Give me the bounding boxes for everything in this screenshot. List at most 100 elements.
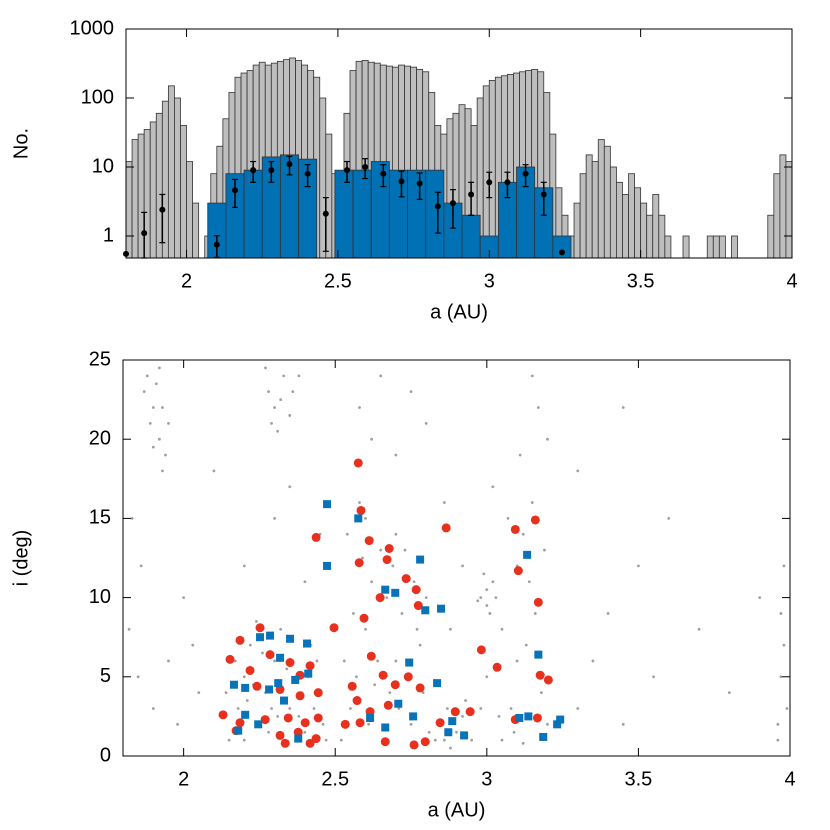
- dot-marker: [312, 707, 316, 710]
- dot-marker: [409, 390, 413, 394]
- dot-marker: [376, 659, 380, 663]
- dot-marker: [424, 421, 428, 425]
- circle-marker: [300, 718, 310, 728]
- dot-marker: [485, 604, 489, 607]
- histogram-bar: [352, 169, 372, 259]
- plot-frame: [125, 28, 793, 259]
- y-tick-label: 10: [89, 586, 111, 608]
- circle-marker: [311, 532, 321, 542]
- dot-marker: [776, 722, 780, 726]
- dot-marker: [433, 738, 437, 742]
- histogram-bar: [658, 214, 666, 259]
- square-marker: [286, 634, 295, 643]
- histogram-bar: [622, 194, 629, 259]
- square-marker: [515, 713, 524, 722]
- dot-marker: [355, 675, 358, 679]
- dot-marker: [530, 501, 534, 504]
- dot-marker: [782, 564, 786, 568]
- dot-marker: [288, 485, 292, 489]
- dot-marker: [479, 707, 483, 710]
- square-marker: [421, 606, 430, 615]
- circle-marker: [354, 558, 364, 568]
- square-marker: [234, 726, 243, 735]
- dot-marker: [182, 596, 186, 599]
- histogram-bar: [634, 187, 642, 259]
- dot-marker: [303, 730, 307, 734]
- x-axis-label: a (AU): [430, 301, 488, 323]
- circle-marker: [382, 555, 392, 565]
- y-tick-label: 0: [100, 744, 111, 766]
- dot-marker: [148, 421, 152, 425]
- histogram-bar: [192, 202, 200, 259]
- dot-marker: [576, 707, 580, 710]
- dot-marker: [400, 612, 404, 615]
- dot-marker: [427, 730, 431, 734]
- histogram-bar: [149, 121, 157, 259]
- dot-marker: [394, 532, 398, 536]
- dot-marker: [521, 532, 525, 536]
- data-point: [486, 179, 493, 186]
- dot-marker: [364, 627, 367, 631]
- dot-marker: [136, 675, 140, 679]
- histogram-bar: [603, 145, 611, 259]
- y-tick-label: 15: [89, 507, 111, 529]
- histogram-bar: [585, 154, 593, 259]
- dot-marker: [461, 564, 464, 568]
- x-tick-label: 2: [178, 768, 189, 790]
- dot-marker: [727, 691, 731, 695]
- dot-marker: [167, 421, 170, 425]
- histogram-bar: [628, 173, 635, 259]
- dot-marker: [303, 580, 307, 584]
- dot-marker: [470, 738, 474, 742]
- circle-marker: [510, 524, 520, 534]
- histogram-bar: [174, 97, 181, 259]
- dot-marker: [242, 675, 246, 679]
- circle-marker: [356, 505, 366, 515]
- data-point: [504, 179, 511, 186]
- square-marker: [437, 604, 446, 613]
- data-point: [362, 164, 369, 171]
- dot-marker: [446, 707, 449, 710]
- dot-marker: [391, 564, 395, 568]
- y-axis-label: No.: [10, 128, 32, 159]
- histogram-bar: [579, 173, 587, 259]
- dot-marker: [157, 366, 161, 370]
- circle-marker: [313, 713, 323, 723]
- dot-marker: [403, 548, 407, 552]
- circle-marker: [260, 715, 270, 725]
- dot-marker: [212, 469, 216, 473]
- square-marker: [448, 717, 457, 726]
- dot-marker: [273, 406, 276, 409]
- y-tick-label: 10: [92, 155, 114, 177]
- dot-marker: [397, 707, 401, 710]
- square-marker: [444, 728, 453, 737]
- data-point: [250, 167, 257, 174]
- circle-marker: [245, 665, 255, 675]
- circle-marker: [364, 536, 374, 546]
- dot-marker: [379, 374, 383, 378]
- dot-marker: [524, 643, 528, 647]
- dot-marker: [291, 390, 295, 394]
- data-point: [468, 191, 475, 198]
- histogram-bar: [718, 235, 726, 259]
- circle-marker: [329, 623, 339, 633]
- y-tick-label: 1: [103, 224, 114, 246]
- circle-marker: [420, 737, 430, 747]
- circle-marker: [390, 680, 400, 690]
- histogram-bar: [731, 235, 738, 259]
- dot-marker: [358, 501, 361, 504]
- dot-marker: [546, 722, 549, 726]
- dot-marker: [367, 722, 370, 726]
- dot-marker: [482, 572, 486, 576]
- data-point: [416, 180, 423, 187]
- histogram-bar: [167, 85, 175, 259]
- circle-marker: [465, 707, 475, 717]
- dot-marker: [543, 548, 546, 552]
- histogram-bar: [425, 169, 445, 259]
- circle-marker: [365, 707, 375, 717]
- data-point: [449, 200, 456, 207]
- dot-marker: [267, 390, 270, 394]
- dot-marker: [776, 738, 780, 742]
- dot-marker: [276, 715, 280, 718]
